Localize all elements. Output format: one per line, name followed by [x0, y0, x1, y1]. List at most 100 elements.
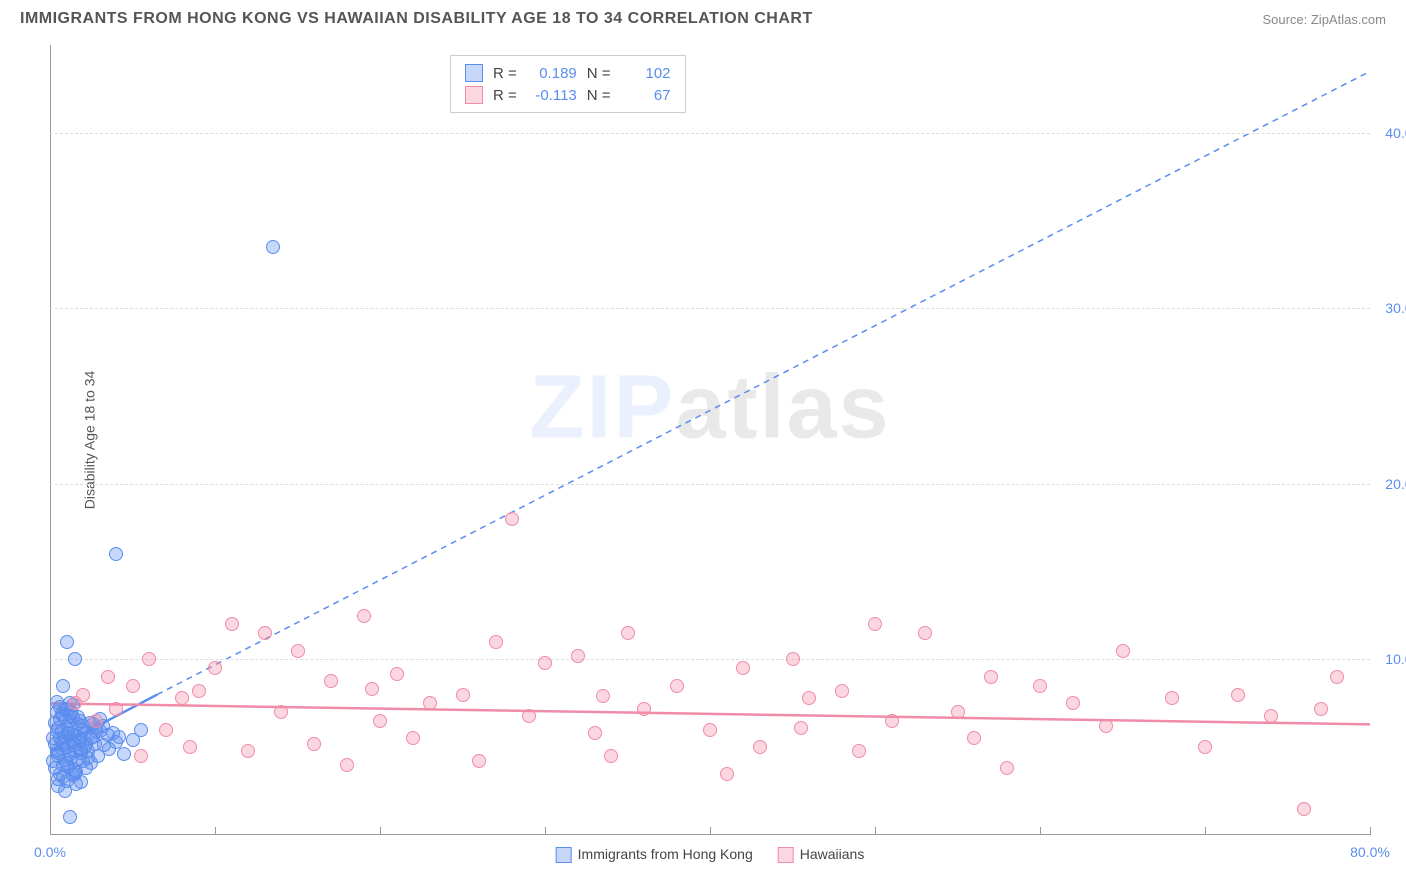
correlation-legend: R = 0.189 N = 102 R = -0.113 N = 67: [450, 55, 686, 113]
scatter-point-series-1: [835, 684, 849, 698]
scatter-point-series-1: [1099, 719, 1113, 733]
x-tick: [710, 827, 711, 835]
scatter-point-series-1: [1116, 644, 1130, 658]
scatter-point-series-1: [794, 721, 808, 735]
scatter-point-series-1: [208, 661, 222, 675]
scatter-point-series-1: [967, 731, 981, 745]
scatter-point-series-0: [102, 742, 116, 756]
grid-line-h: [50, 659, 1370, 660]
scatter-point-series-1: [175, 691, 189, 705]
x-tick: [50, 827, 51, 835]
scatter-point-series-1: [390, 667, 404, 681]
r-value-0: 0.189: [527, 65, 577, 82]
scatter-point-series-1: [1264, 709, 1278, 723]
scatter-point-series-0: [109, 547, 123, 561]
scatter-point-series-1: [472, 754, 486, 768]
y-tick-label: 30.0%: [1385, 300, 1406, 316]
scatter-point-series-1: [720, 767, 734, 781]
x-tick: [875, 827, 876, 835]
scatter-point-series-1: [241, 744, 255, 758]
r-label-0: R =: [493, 65, 517, 82]
scatter-point-series-0: [51, 746, 65, 760]
scatter-point-series-1: [852, 744, 866, 758]
scatter-point-series-0: [117, 747, 131, 761]
scatter-point-series-1: [1297, 802, 1311, 816]
bottom-legend-item-0: Immigrants from Hong Kong: [556, 846, 753, 863]
scatter-point-series-0: [78, 726, 92, 740]
chart-title: IMMIGRANTS FROM HONG KONG VS HAWAIIAN DI…: [20, 10, 813, 28]
scatter-point-series-1: [571, 649, 585, 663]
x-tick-label: 0.0%: [34, 844, 66, 860]
scatter-point-series-1: [538, 656, 552, 670]
n-label-1: N =: [587, 87, 611, 104]
source-attribution: Source: ZipAtlas.com: [1262, 12, 1386, 27]
scatter-point-series-1: [802, 691, 816, 705]
x-tick: [380, 827, 381, 835]
scatter-point-series-1: [76, 688, 90, 702]
scatter-point-series-1: [588, 726, 602, 740]
x-tick: [215, 827, 216, 835]
scatter-point-series-1: [670, 679, 684, 693]
scatter-point-series-1: [291, 644, 305, 658]
bottom-legend-swatch-0: [556, 847, 572, 863]
plot-box: [50, 45, 1370, 835]
scatter-point-series-1: [489, 635, 503, 649]
scatter-point-series-1: [258, 626, 272, 640]
bottom-legend-item-1: Hawaiians: [778, 846, 865, 863]
scatter-point-series-1: [951, 705, 965, 719]
scatter-point-series-1: [1165, 691, 1179, 705]
scatter-point-series-0: [74, 775, 88, 789]
bottom-legend-label-0: Immigrants from Hong Kong: [578, 846, 753, 862]
scatter-point-series-1: [703, 723, 717, 737]
scatter-point-series-1: [406, 731, 420, 745]
scatter-point-series-1: [159, 723, 173, 737]
scatter-point-series-1: [522, 709, 536, 723]
scatter-point-series-0: [71, 710, 85, 724]
scatter-point-series-1: [868, 617, 882, 631]
grid-line-h: [50, 133, 1370, 134]
scatter-point-series-0: [266, 240, 280, 254]
scatter-point-series-1: [621, 626, 635, 640]
scatter-point-series-1: [456, 688, 470, 702]
scatter-point-series-0: [63, 810, 77, 824]
x-tick: [1370, 827, 1371, 835]
n-value-0: 102: [621, 65, 671, 82]
y-axis-label: Disability Age 18 to 34: [81, 371, 97, 510]
scatter-point-series-1: [192, 684, 206, 698]
scatter-point-series-1: [134, 749, 148, 763]
legend-row-series-0: R = 0.189 N = 102: [465, 62, 671, 84]
scatter-point-series-1: [637, 702, 651, 716]
scatter-point-series-1: [1033, 679, 1047, 693]
bottom-legend-label-1: Hawaiians: [800, 846, 865, 862]
scatter-point-series-1: [1198, 740, 1212, 754]
scatter-point-series-1: [984, 670, 998, 684]
chart-header: IMMIGRANTS FROM HONG KONG VS HAWAIIAN DI…: [0, 0, 1406, 28]
scatter-point-series-0: [81, 751, 95, 765]
x-tick: [545, 827, 546, 835]
scatter-point-series-0: [112, 730, 126, 744]
legend-swatch-0: [465, 64, 483, 82]
x-tick-label: 80.0%: [1350, 844, 1390, 860]
y-tick-label: 10.0%: [1385, 651, 1406, 667]
scatter-point-series-1: [1231, 688, 1245, 702]
scatter-point-series-1: [183, 740, 197, 754]
scatter-point-series-1: [753, 740, 767, 754]
r-label-1: R =: [493, 87, 517, 104]
n-value-1: 67: [621, 87, 671, 104]
grid-line-h: [50, 308, 1370, 309]
legend-row-series-1: R = -0.113 N = 67: [465, 84, 671, 106]
scatter-point-series-1: [1314, 702, 1328, 716]
scatter-point-series-1: [596, 689, 610, 703]
bottom-legend: Immigrants from Hong Kong Hawaiians: [556, 846, 865, 863]
scatter-point-series-1: [918, 626, 932, 640]
scatter-point-series-1: [340, 758, 354, 772]
scatter-point-series-1: [373, 714, 387, 728]
scatter-point-series-1: [142, 652, 156, 666]
r-value-1: -0.113: [527, 87, 577, 104]
chart-plot-area: Disability Age 18 to 34 ZIPatlas R = 0.1…: [50, 45, 1370, 835]
scatter-point-series-0: [60, 635, 74, 649]
scatter-point-series-1: [786, 652, 800, 666]
scatter-point-series-1: [357, 609, 371, 623]
scatter-point-series-0: [50, 695, 64, 709]
scatter-point-series-1: [307, 737, 321, 751]
